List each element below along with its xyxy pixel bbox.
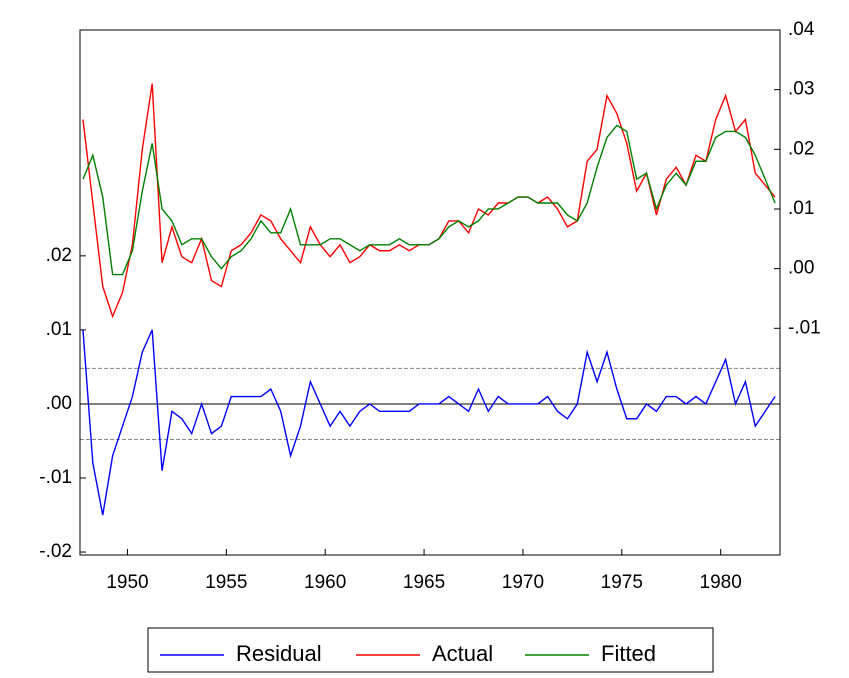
series-line <box>82 329 776 516</box>
y2-tick-label: -.01 <box>788 317 821 338</box>
series-line <box>82 124 776 276</box>
legend-label: Actual <box>432 641 493 666</box>
x-tick-label: 1975 <box>601 572 643 593</box>
y-tick-label: .01 <box>46 319 72 340</box>
x-tick-label: 1960 <box>304 572 346 593</box>
y2-tick-label: .01 <box>788 198 814 219</box>
y2-tick-label: .02 <box>788 138 814 159</box>
x-tick-label: 1955 <box>205 572 247 593</box>
legend-label: Fitted <box>601 641 656 666</box>
y-tick-label: .02 <box>46 245 72 266</box>
y2-tick-label: .03 <box>788 79 814 100</box>
y-tick-label: -.02 <box>39 541 72 562</box>
y2-tick-label: .04 <box>788 19 815 40</box>
legend-label: Residual <box>236 641 322 666</box>
y-tick-label: -.01 <box>39 467 72 488</box>
y-tick-label: .00 <box>46 393 72 414</box>
x-tick-label: 1950 <box>106 572 148 593</box>
plot-frame <box>79 29 781 556</box>
x-tick-label: 1980 <box>700 572 742 593</box>
legend-box <box>147 627 714 673</box>
x-tick-label: 1965 <box>403 572 445 593</box>
y2-tick-label: .00 <box>788 258 814 279</box>
x-tick-label: 1970 <box>502 572 544 593</box>
